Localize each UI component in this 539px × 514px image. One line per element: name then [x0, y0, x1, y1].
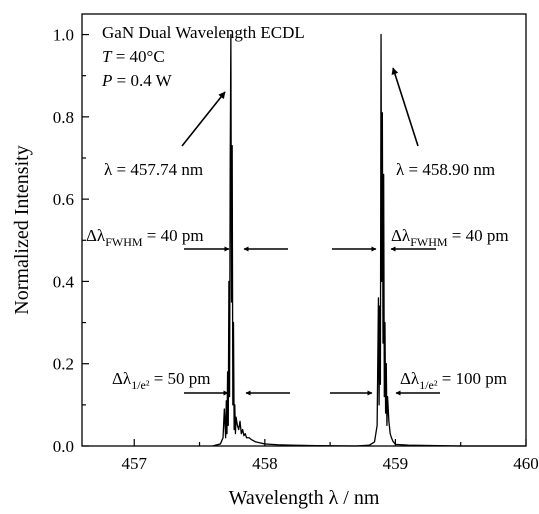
x-axis-title: Wavelength λ / nm [229, 487, 380, 509]
peak1-wavelength-label: λ = 457.74 nm [104, 160, 203, 179]
fwhm1-label: ΔλFWHM = 40 pm [86, 226, 204, 249]
peak1-arrow [181, 91, 226, 147]
spectrum-line [212, 33, 526, 447]
peak2-arrow [391, 67, 419, 147]
y-tick-label: 0.2 [53, 355, 74, 374]
e2-width2-label: Δλ1/e² = 100 pm [400, 369, 507, 392]
e2-width1-label: Δλ1/e² = 50 pm [112, 369, 211, 392]
fwhm2-label: ΔλFWHM = 40 pm [391, 226, 509, 249]
y-tick-label: 0.8 [53, 108, 74, 127]
x-tick-label: 457 [121, 454, 147, 473]
power-label: P = 0.4 W [101, 71, 173, 90]
y-axis-title: Normalized Intensity [11, 145, 33, 314]
chart-heading-text: GaN Dual Wavelength ECDL [102, 23, 305, 42]
x-axis-ticks: 457 458 459 460 [121, 439, 539, 473]
y-tick-label: 1.0 [53, 26, 74, 45]
peak2-wavelength-label: λ = 458.90 nm [396, 160, 495, 179]
x-tick-label: 460 [513, 454, 539, 473]
y-tick-label: 0.4 [53, 272, 75, 291]
x-tick-label: 459 [383, 454, 409, 473]
temperature-label: T = 40°C [102, 47, 165, 66]
y-tick-label: 0.6 [53, 190, 74, 209]
y-axis-ticks: 0.0 0.2 0.4 0.6 0.8 1.0 [53, 26, 89, 456]
x-tick-label: 458 [252, 454, 278, 473]
y-tick-label: 0.0 [53, 437, 74, 456]
